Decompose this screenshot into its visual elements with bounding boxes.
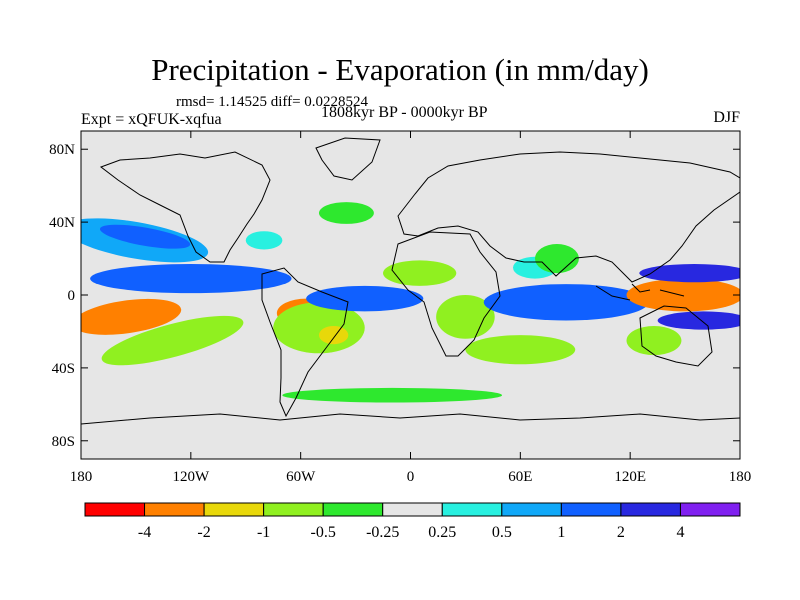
coastline-eurasia (397, 151, 740, 283)
chart-title: Precipitation - Evaporation (in mm/day) (151, 52, 649, 87)
field-region-indian-ocean-itcz-outer (483, 284, 649, 321)
y-tick-label: 40N (49, 215, 75, 231)
field-region-north-africa-yellow (383, 260, 457, 286)
colorbar-label: 1 (557, 524, 565, 541)
colorbar-label: -2 (197, 524, 210, 541)
colorbar-swatch (560, 502, 622, 517)
season-label: DJF (713, 109, 740, 126)
colorbar-swatch (501, 502, 562, 517)
colorbar-label: -1 (257, 524, 270, 541)
field-region-south-pacific-green (101, 315, 244, 366)
colorbar: -4 -2 -1 -0.5 -0.25 0.25 0.5 1 2 4 (84, 502, 741, 541)
colorbar-swatch (620, 502, 681, 517)
x-tick-label: 180 (70, 469, 93, 485)
coastline-layer (81, 137, 740, 425)
x-tick-label: 0 (407, 469, 415, 485)
coastline-indonesia (595, 283, 685, 301)
colorbar-label: 2 (617, 524, 625, 541)
colorbar-label: -4 (138, 524, 151, 541)
field-region-west-pacific-north-blue (639, 264, 740, 283)
field-region-southern-ocean-green (282, 387, 503, 403)
tick-marks (80, 131, 741, 459)
coastline-australia (639, 305, 713, 367)
x-tick-label: 60W (286, 469, 316, 485)
colorbar-swatch (144, 502, 205, 517)
colorbar-swatch (441, 502, 503, 517)
x-tick-label: 180 (729, 469, 752, 485)
field-region-north-america-cyan (245, 231, 283, 250)
field-region-south-atlantic-orange (318, 325, 349, 345)
colorbar-label: -0.5 (311, 524, 336, 541)
field-region-north-pacific-storm-track-core (99, 224, 191, 249)
colorbar-swatch (322, 502, 384, 517)
colorbar-swatch (84, 502, 146, 517)
coastline-greenland (315, 137, 381, 181)
field-region-north-atlantic-green (318, 202, 374, 224)
field-region-central-pacific-south-orange (81, 298, 182, 335)
y-tick-label: 80S (52, 434, 75, 450)
colorbar-swatch (679, 502, 741, 517)
x-tick-label: 120W (172, 469, 210, 485)
rmsd-diff-stats: rmsd= 1.14525 diff= 0.0228524 (176, 94, 369, 110)
coastline-antarctica (81, 413, 740, 425)
coastline-north-america (99, 151, 271, 263)
field-region-india-green (534, 243, 579, 274)
experiment-label: Expt = xQFUK-xqfua (81, 111, 222, 128)
colorbar-swatch (382, 502, 443, 517)
field-region-australia-green (626, 325, 682, 356)
coastline-south-america (261, 267, 349, 418)
field-region-south-indian-green (465, 335, 576, 365)
colorbar-swatch (203, 502, 265, 517)
colorbar-label: 0.25 (428, 524, 456, 541)
x-tick-label: 120E (614, 469, 646, 485)
x-tick-label: 60E (508, 469, 532, 485)
colorbar-label: 4 (676, 524, 684, 541)
y-tick-label: 80N (49, 142, 75, 158)
field-region-maritime-continent-orange (626, 278, 740, 312)
colorbar-label: 0.5 (492, 524, 512, 541)
coastline-africa (391, 231, 501, 357)
period-label: 1808kyr BP - 0000kyr BP (321, 104, 488, 121)
colorbar-label: -0.25 (366, 524, 399, 541)
field-region-atlantic-itcz-outer (306, 285, 424, 312)
y-tick-label: 0 (68, 288, 76, 304)
y-tick-label: 40S (52, 361, 75, 377)
colorbar-swatch (263, 502, 324, 517)
tick-labels: 180 120W 60W 0 60E 120E 180 80N 40N 0 40S 80S (49, 142, 751, 485)
field-region-west-pacific-south-blue (657, 311, 740, 330)
field-region-east-pacific-itcz-outer (90, 264, 292, 294)
